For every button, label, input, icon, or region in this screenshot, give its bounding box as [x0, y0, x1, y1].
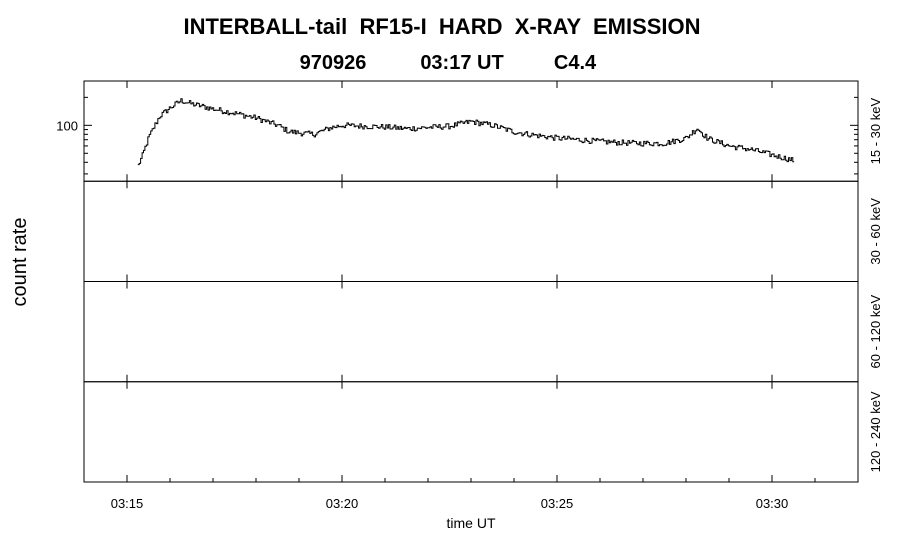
panel-frame — [83, 80, 859, 182]
panel-4: 120 - 240 keV — [83, 381, 883, 483]
x-tick-label: 03:15 — [111, 496, 144, 511]
chart-title: INTERBALL-tail RF15-I HARD X-RAY EMISSIO… — [183, 14, 700, 39]
x-tick-labels: 03:15 03:20 03:25 03:30 — [111, 496, 789, 511]
channel-label: 30 - 60 keV — [868, 198, 883, 265]
chart-subtitle-date: 970926 — [300, 52, 367, 74]
x-tick-label: 03:20 — [326, 496, 359, 511]
panel-frame — [83, 281, 859, 383]
x-axis-label: time UT — [447, 515, 496, 531]
channel-label: 60 - 120 keV — [868, 294, 883, 368]
panel-3: 60 - 120 keV — [83, 281, 883, 383]
chart-subtitle-class: C4.4 — [554, 52, 597, 74]
series-line — [137, 98, 795, 166]
panel-1: 15 - 30 keV 100 — [56, 80, 883, 182]
x-tick-label: 03:30 — [756, 496, 789, 511]
chart-subtitle-time: 03:17 UT — [420, 52, 503, 74]
x-tick-label: 03:25 — [541, 496, 574, 511]
channel-label: 15 - 30 keV — [868, 98, 883, 165]
y-tick-label: 100 — [56, 118, 78, 133]
y-axis-label: count rate — [9, 218, 31, 307]
panels: 15 - 30 keV 100 30 - 60 keV 60 - 120 keV 120… — [56, 80, 883, 483]
panel-frame — [83, 381, 859, 483]
panel-2: 30 - 60 keV — [83, 180, 883, 282]
channel-label: 120 - 240 keV — [868, 391, 883, 472]
panel-frame — [83, 180, 859, 282]
